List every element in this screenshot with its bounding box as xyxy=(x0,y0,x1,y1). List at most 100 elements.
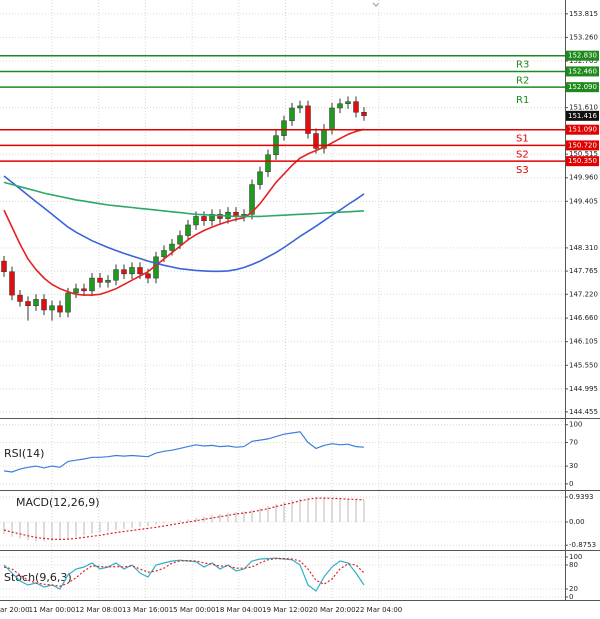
level-name: S2 xyxy=(516,149,529,160)
x-tick-label: 20 Mar 20:00 xyxy=(309,606,356,614)
level-price: 152.460 xyxy=(568,67,597,75)
candle-body xyxy=(305,105,311,134)
level-label-box xyxy=(566,124,599,135)
level-name: R1 xyxy=(516,95,529,106)
indicator-line xyxy=(3,497,365,541)
last-price: 151.416 xyxy=(568,112,597,120)
panel-title: Stoch(9,6,3) xyxy=(4,571,72,584)
candle-body xyxy=(25,301,31,306)
level-price: 150.720 xyxy=(568,141,597,149)
candle-body xyxy=(161,250,167,258)
level-price: 152.090 xyxy=(568,83,597,91)
candle-body xyxy=(121,269,127,275)
y-tick-label: 152.705 xyxy=(569,57,598,65)
panel-title: MACD(12,26,9) xyxy=(16,496,100,509)
frame xyxy=(0,0,600,601)
last-price-box xyxy=(566,110,599,121)
level-label-box xyxy=(566,140,599,151)
y-tick-label: 151.610 xyxy=(569,104,598,112)
level-name: R2 xyxy=(516,75,529,86)
candle-body xyxy=(249,184,255,215)
x-tick-label: 12 Mar 08:00 xyxy=(75,606,122,614)
y-tick-label: 145.550 xyxy=(569,361,598,369)
candle-body xyxy=(201,216,207,221)
y-tick-label: 146.660 xyxy=(569,314,598,322)
candle-body xyxy=(209,214,215,221)
level-label-box xyxy=(566,66,599,77)
y-tick-label: 0 xyxy=(569,480,573,488)
candle-body xyxy=(345,101,351,105)
y-tick-label: 148.310 xyxy=(569,244,598,252)
y-tick-label: 70 xyxy=(569,438,578,446)
candle-body xyxy=(81,288,87,292)
candle-body xyxy=(1,260,7,272)
candle-body xyxy=(289,107,295,122)
level-label-box xyxy=(566,82,599,93)
level-name: S3 xyxy=(516,165,529,176)
y-tick-label: 147.220 xyxy=(569,290,598,298)
y-tick-label: 0.00 xyxy=(569,518,585,526)
x-tick-label: 19 Mar 12:00 xyxy=(262,606,309,614)
level-name: R3 xyxy=(516,60,529,71)
moving-average xyxy=(3,128,365,296)
indicator-line xyxy=(3,431,365,473)
y-tick-label: 144.995 xyxy=(569,385,598,393)
y-tick-label: 80 xyxy=(569,561,578,569)
candle-body xyxy=(329,107,335,130)
y-tick-label: 20 xyxy=(569,585,578,593)
x-tick-label: 15 Mar 00:00 xyxy=(169,606,216,614)
level-name: S1 xyxy=(516,134,529,145)
x-tick-label: 22 Mar 04:00 xyxy=(356,606,403,614)
candle-body xyxy=(297,105,303,109)
y-tick-label: 100 xyxy=(569,421,582,429)
y-tick-label: 146.105 xyxy=(569,338,598,346)
level-label-box xyxy=(566,50,599,61)
candle-body xyxy=(353,101,359,113)
candle-body xyxy=(89,277,95,292)
x-tick-label: 18 Mar 04:00 xyxy=(215,606,262,614)
level-price: 150.350 xyxy=(568,157,597,165)
level-label-box xyxy=(566,156,599,167)
panel-title: RSI(14) xyxy=(4,447,44,460)
candle-body xyxy=(281,120,287,136)
moving-average xyxy=(3,181,365,218)
y-tick-label: 150.515 xyxy=(569,150,598,158)
candle-body xyxy=(57,305,63,313)
candle-body xyxy=(169,243,175,251)
candle-body xyxy=(49,305,55,311)
level-price: 151.090 xyxy=(568,126,597,134)
y-tick-label: 100 xyxy=(569,553,582,561)
candle-body xyxy=(313,133,319,149)
candle-body xyxy=(185,224,191,236)
y-tick-label: 30 xyxy=(569,462,578,470)
scroll-arrow xyxy=(372,2,380,7)
candle-body xyxy=(361,112,367,116)
y-tick-label: 149.960 xyxy=(569,174,598,182)
candle-body xyxy=(73,288,79,294)
indicator-line xyxy=(3,558,365,587)
candle-body xyxy=(265,154,271,173)
y-tick-label: 0.9393 xyxy=(569,493,594,501)
indicator-line xyxy=(3,557,365,592)
y-tick-label: 0 xyxy=(569,593,573,601)
level-price: 152.830 xyxy=(568,52,597,60)
candle-body xyxy=(97,277,103,283)
x-tick-label: 13 Mar 16:00 xyxy=(122,606,169,614)
candle-body xyxy=(129,267,135,275)
candle-body xyxy=(17,294,23,302)
x-tick-label: ar 20:00 xyxy=(0,606,30,614)
candle-body xyxy=(9,271,15,296)
y-tick-label: 153.815 xyxy=(569,10,598,18)
candle-body xyxy=(145,273,151,279)
x-tick-label: 11 Mar 00:00 xyxy=(29,606,76,614)
candle-body xyxy=(177,235,183,245)
candle-body xyxy=(105,279,111,283)
y-tick-label: 149.405 xyxy=(569,197,598,205)
candle-body xyxy=(193,216,199,226)
candle-body xyxy=(337,103,343,109)
y-tick-label: 147.765 xyxy=(569,267,598,275)
candle-body xyxy=(257,171,263,185)
y-tick-label: 144.455 xyxy=(569,408,598,416)
